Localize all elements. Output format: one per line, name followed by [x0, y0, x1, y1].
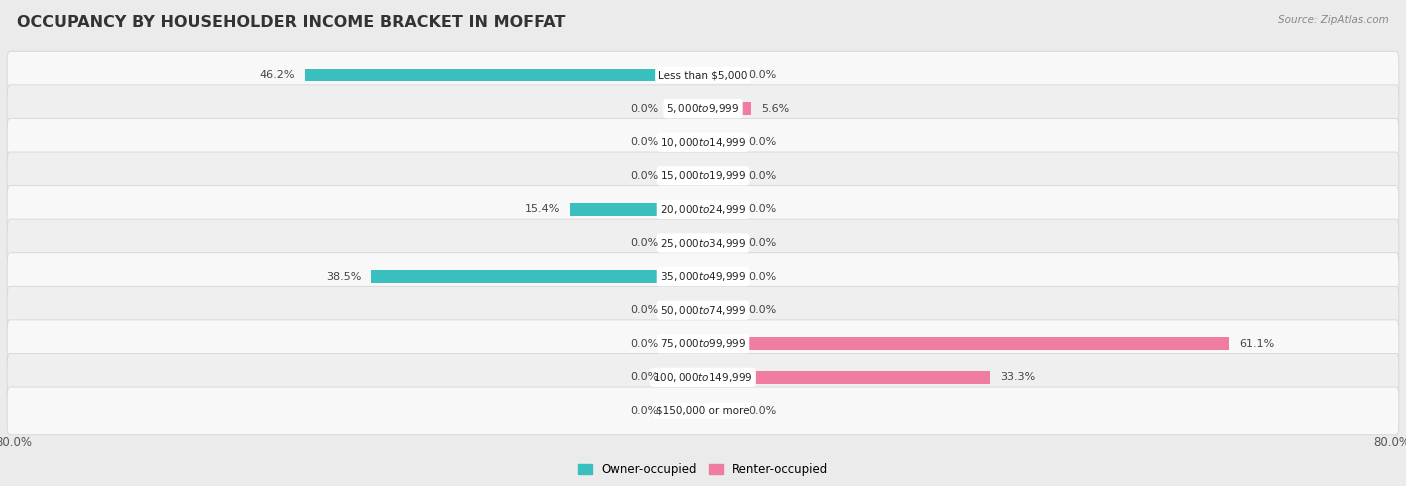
Text: $25,000 to $34,999: $25,000 to $34,999 — [659, 237, 747, 249]
FancyBboxPatch shape — [7, 119, 1399, 166]
Text: 0.0%: 0.0% — [748, 406, 776, 416]
Bar — [703, 304, 738, 316]
Bar — [703, 337, 1229, 350]
Text: $10,000 to $14,999: $10,000 to $14,999 — [659, 136, 747, 149]
Text: 0.0%: 0.0% — [748, 171, 776, 181]
Bar — [703, 270, 738, 283]
Bar — [669, 304, 703, 316]
Text: $5,000 to $9,999: $5,000 to $9,999 — [666, 102, 740, 115]
Text: 5.6%: 5.6% — [762, 104, 790, 114]
Text: 0.0%: 0.0% — [748, 70, 776, 80]
Bar — [669, 337, 703, 350]
Text: 0.0%: 0.0% — [630, 137, 658, 147]
Bar — [669, 371, 703, 383]
Text: 61.1%: 61.1% — [1240, 339, 1275, 349]
Text: 15.4%: 15.4% — [524, 205, 560, 214]
Text: 0.0%: 0.0% — [748, 238, 776, 248]
Text: 38.5%: 38.5% — [326, 272, 361, 281]
Bar — [703, 237, 738, 249]
FancyBboxPatch shape — [7, 186, 1399, 233]
Text: 0.0%: 0.0% — [748, 272, 776, 281]
Text: $150,000 or more: $150,000 or more — [657, 406, 749, 416]
Text: 46.2%: 46.2% — [259, 70, 295, 80]
Bar — [669, 404, 703, 417]
FancyBboxPatch shape — [7, 152, 1399, 200]
Text: $15,000 to $19,999: $15,000 to $19,999 — [659, 169, 747, 182]
Text: $20,000 to $24,999: $20,000 to $24,999 — [659, 203, 747, 216]
FancyBboxPatch shape — [7, 51, 1399, 99]
Text: 33.3%: 33.3% — [1000, 372, 1035, 382]
FancyBboxPatch shape — [7, 85, 1399, 133]
Text: Less than $5,000: Less than $5,000 — [658, 70, 748, 80]
FancyBboxPatch shape — [7, 219, 1399, 267]
Text: 0.0%: 0.0% — [630, 104, 658, 114]
Bar — [669, 237, 703, 249]
FancyBboxPatch shape — [7, 353, 1399, 401]
FancyBboxPatch shape — [7, 286, 1399, 334]
Text: $50,000 to $74,999: $50,000 to $74,999 — [659, 304, 747, 317]
Text: Source: ZipAtlas.com: Source: ZipAtlas.com — [1278, 15, 1389, 25]
Bar — [669, 136, 703, 149]
Text: 0.0%: 0.0% — [630, 171, 658, 181]
Bar — [669, 170, 703, 182]
Bar — [571, 203, 703, 216]
Bar — [703, 371, 990, 383]
Bar — [703, 404, 738, 417]
Text: $35,000 to $49,999: $35,000 to $49,999 — [659, 270, 747, 283]
Bar — [703, 103, 751, 115]
FancyBboxPatch shape — [7, 387, 1399, 435]
Bar — [703, 203, 738, 216]
Text: 0.0%: 0.0% — [630, 372, 658, 382]
Text: $100,000 to $149,999: $100,000 to $149,999 — [654, 371, 752, 384]
Text: $75,000 to $99,999: $75,000 to $99,999 — [659, 337, 747, 350]
Text: 0.0%: 0.0% — [748, 305, 776, 315]
Text: 0.0%: 0.0% — [630, 406, 658, 416]
Text: 0.0%: 0.0% — [630, 238, 658, 248]
Text: OCCUPANCY BY HOUSEHOLDER INCOME BRACKET IN MOFFAT: OCCUPANCY BY HOUSEHOLDER INCOME BRACKET … — [17, 15, 565, 30]
Bar — [703, 136, 738, 149]
Text: 0.0%: 0.0% — [748, 137, 776, 147]
Bar — [669, 103, 703, 115]
Legend: Owner-occupied, Renter-occupied: Owner-occupied, Renter-occupied — [572, 458, 834, 481]
FancyBboxPatch shape — [7, 253, 1399, 300]
Bar — [305, 69, 703, 82]
FancyBboxPatch shape — [7, 320, 1399, 367]
Text: 0.0%: 0.0% — [630, 305, 658, 315]
Bar — [703, 170, 738, 182]
Bar — [703, 69, 738, 82]
Text: 0.0%: 0.0% — [748, 205, 776, 214]
Text: 0.0%: 0.0% — [630, 339, 658, 349]
Bar — [371, 270, 703, 283]
